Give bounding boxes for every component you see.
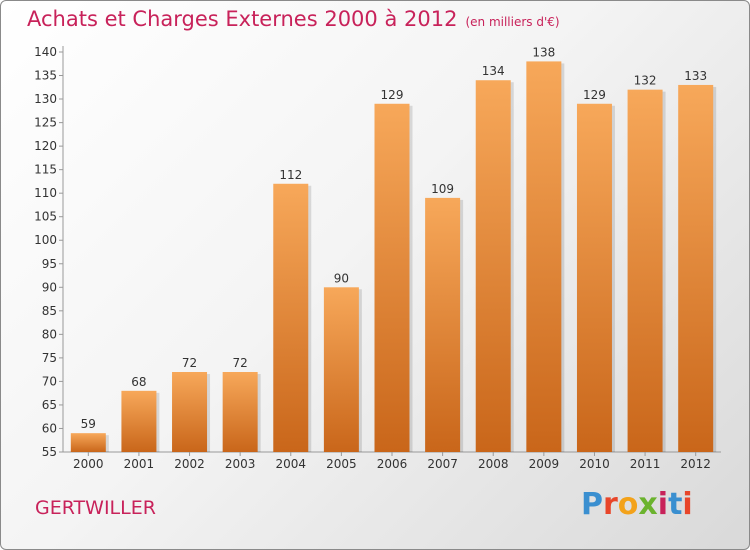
bar [576, 103, 612, 452]
y-tick-label: 95 [42, 257, 57, 271]
data-label: 134 [482, 64, 505, 78]
x-tick-label: 2005 [326, 457, 357, 471]
proxiti-logo: Proxiti [581, 487, 693, 522]
chart-title: Achats et Charges Externes 2000 à 2012 (e… [27, 7, 560, 31]
y-tick-label: 115 [34, 163, 57, 177]
chart-title-text: Achats et Charges Externes 2000 à 2012 [27, 7, 458, 31]
chart-unit: (en milliers d'€) [465, 15, 560, 29]
y-tick-label: 100 [34, 233, 57, 247]
bar [374, 103, 410, 452]
x-tick-label: 2010 [579, 457, 610, 471]
bar [425, 197, 461, 452]
y-tick-label: 80 [42, 327, 57, 341]
data-label: 72 [182, 356, 197, 370]
y-tick-label: 90 [42, 280, 57, 294]
bar [526, 61, 562, 452]
bar [678, 84, 714, 453]
logo-letter: i [682, 487, 693, 522]
y-tick-label: 140 [34, 45, 57, 59]
bar [172, 372, 208, 452]
logo-letter: r [603, 487, 618, 522]
x-tick-label: 2009 [529, 457, 560, 471]
y-tick-label: 120 [34, 139, 57, 153]
y-tick-label: 60 [42, 421, 57, 435]
data-label: 59 [81, 417, 96, 431]
bar [323, 287, 359, 452]
x-tick-label: 2008 [478, 457, 509, 471]
x-tick-label: 2000 [73, 457, 104, 471]
logo-letter: P [581, 487, 603, 522]
y-tick-label: 65 [42, 398, 57, 412]
x-tick-label: 2006 [377, 457, 408, 471]
y-tick-label: 110 [34, 186, 57, 200]
x-tick-label: 2001 [124, 457, 155, 471]
bar [70, 433, 106, 452]
y-tick-label: 125 [34, 116, 57, 130]
x-tick-label: 2012 [680, 457, 711, 471]
y-tick-label: 75 [42, 351, 57, 365]
y-tick-label: 105 [34, 210, 57, 224]
y-tick-label: 135 [34, 69, 57, 83]
town-name: GERTWILLER [35, 497, 156, 519]
logo-letter: o [617, 487, 639, 522]
x-tick-label: 2007 [427, 457, 458, 471]
y-tick-label: 55 [42, 445, 57, 459]
bar [273, 183, 309, 452]
logo-letter: t [668, 487, 683, 522]
data-label: 90 [334, 271, 349, 285]
data-label: 72 [233, 356, 248, 370]
logo-letter: i [657, 487, 669, 522]
x-tick-label: 2011 [630, 457, 661, 471]
data-label: 129 [381, 88, 404, 102]
y-tick-label: 70 [42, 374, 57, 388]
logo-letter: x [638, 487, 658, 522]
x-tick-label: 2003 [225, 457, 256, 471]
x-tick-label: 2004 [275, 457, 306, 471]
x-tick-label: 2002 [174, 457, 205, 471]
bar [475, 80, 511, 452]
bar [627, 89, 663, 452]
data-label: 132 [634, 74, 657, 88]
data-label: 133 [684, 69, 707, 83]
data-label: 68 [131, 375, 146, 389]
y-tick-label: 130 [34, 92, 57, 106]
bar [121, 390, 157, 452]
data-label: 138 [532, 45, 555, 59]
y-tick-label: 85 [42, 304, 57, 318]
bar [222, 372, 258, 452]
data-label: 109 [431, 182, 454, 196]
data-label: 129 [583, 88, 606, 102]
data-label: 112 [279, 168, 302, 182]
